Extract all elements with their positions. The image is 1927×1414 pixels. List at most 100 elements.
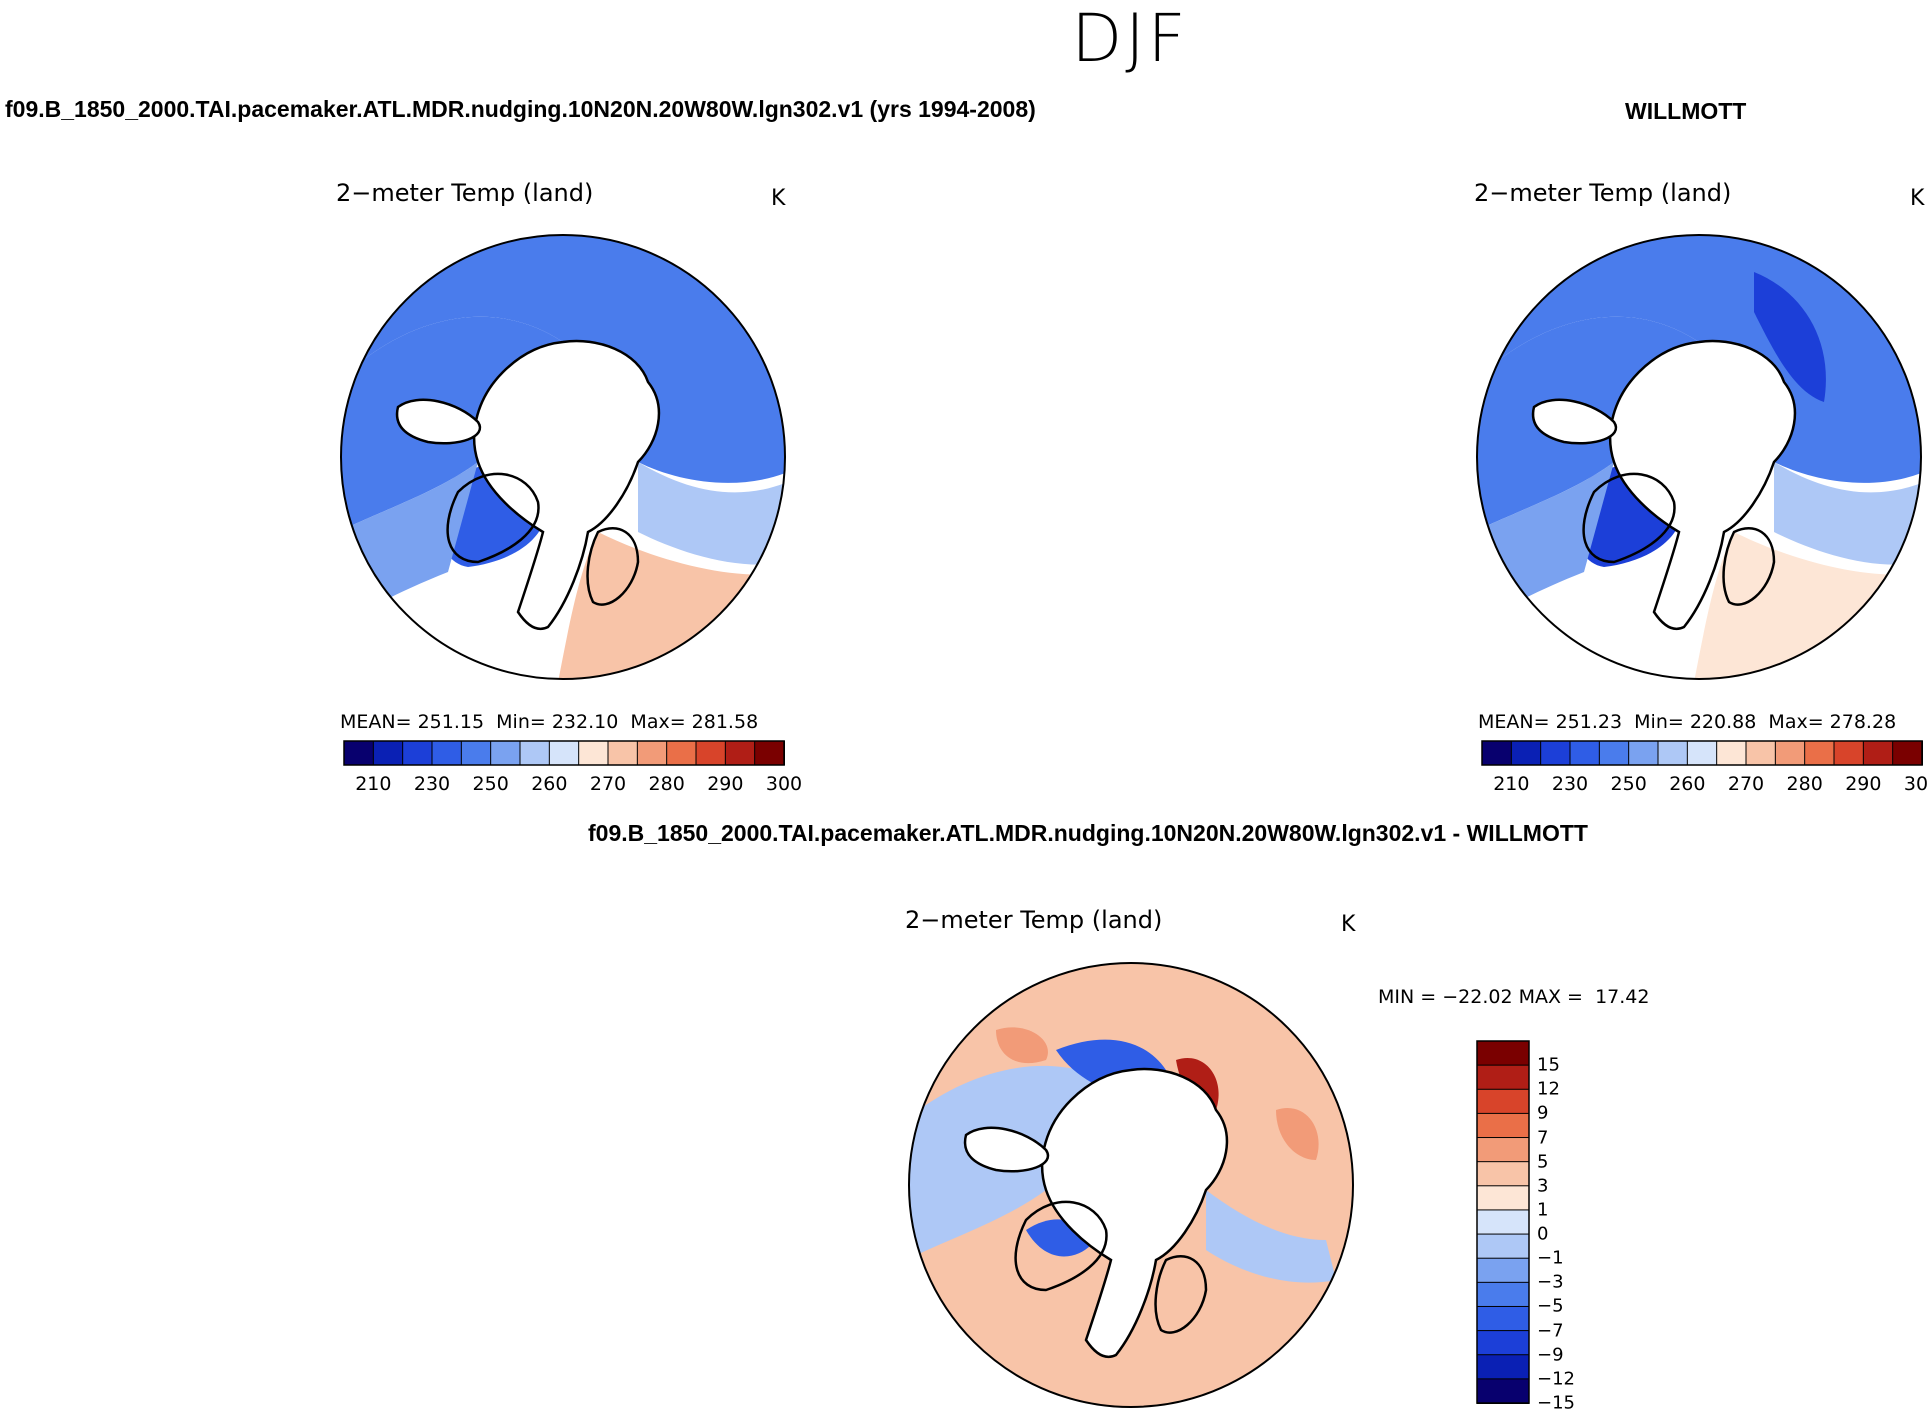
colorbar-swatch [1892, 740, 1923, 766]
colorbar-swatch [607, 740, 639, 766]
colorbar-tick-label: −1 [1537, 1247, 1564, 1269]
colorbar-swatch [1540, 740, 1572, 766]
map-boundary [340, 234, 786, 680]
colorbar-swatch [460, 740, 492, 766]
max-value: 281.58 [691, 711, 759, 733]
colorbar-swatch [1476, 1040, 1530, 1067]
hudson-bay [963, 1126, 1050, 1173]
colorbar-swatch [1510, 740, 1542, 766]
colorbar-swatch [1476, 1330, 1530, 1356]
case-header: f09.B_1850_2000.TAI.pacemaker.ATL.MDR.nu… [5, 96, 1036, 122]
colorbar-tick-label: 300 [765, 773, 803, 795]
diff-polar-map [908, 962, 1354, 1408]
colorbar-tick-label: −12 [1537, 1368, 1575, 1390]
colorbar-swatch [1476, 1257, 1530, 1284]
colorbar-swatch [1598, 740, 1630, 766]
mean-label: MEAN= [1478, 711, 1550, 733]
colorbar-tick-label: 7 [1537, 1127, 1549, 1149]
colorbar-tick-label: 300 [1903, 773, 1927, 795]
colorbar-swatch [666, 740, 697, 766]
scandinavia-coast [1154, 1255, 1208, 1334]
max-label: Max= [630, 711, 686, 733]
colorbar-swatch [1628, 740, 1660, 766]
colorbar-tick-label: −5 [1537, 1295, 1564, 1317]
temperature-region [1774, 462, 1921, 565]
min-value: −22.02 [1442, 986, 1513, 1008]
colorbar-tick-label: 5 [1537, 1151, 1549, 1173]
scandinavia-coast [586, 527, 640, 606]
obs-colorbar [1481, 740, 1923, 766]
colorbar-tick-label: 230 [1551, 773, 1589, 795]
max-label: Max= [1768, 711, 1824, 733]
mean-label: MEAN= [340, 711, 412, 733]
colorbar-swatch [754, 740, 785, 766]
colorbar-swatch [343, 740, 375, 766]
colorbar-frame [1481, 740, 1923, 766]
colorbar-swatch [372, 740, 404, 766]
temperature-field [1477, 235, 1921, 679]
min-value: 232.10 [551, 711, 619, 733]
diff-panel-title: 2−meter Temp (land) [905, 906, 1163, 934]
colorbar-tick-label: 12 [1537, 1078, 1560, 1100]
temperature-region [341, 235, 785, 483]
diff-colorbar-ticks: 15 12 9 7 5 3 1 0 −1 −3 −5 −7 −9 −12 −15 [1537, 1041, 1597, 1414]
mean-value: 251.23 [1555, 711, 1623, 733]
model-units: K [771, 186, 786, 211]
obs-panel-title: 2−meter Temp (land) [1474, 179, 1732, 207]
colorbar-swatch [1476, 1064, 1530, 1091]
colorbar-tick-label: 250 [1610, 773, 1647, 795]
temperature-region [638, 462, 785, 565]
obs-colorbar-ticks: 210 230 250 260 270 280 290 300 [1482, 773, 1927, 797]
diff-stats: MIN = −22.02 MAX = 17.42 [1378, 986, 1649, 1008]
colorbar-swatch [1476, 1233, 1530, 1260]
colorbar-swatch [490, 740, 522, 766]
min-value: 220.88 [1689, 711, 1757, 733]
colorbar-swatch [1476, 1378, 1530, 1405]
colorbar-tick-label: −3 [1537, 1271, 1564, 1293]
greenland-coast [446, 472, 540, 564]
colorbar-tick-label: 290 [707, 773, 744, 795]
colorbar-swatch [1686, 740, 1718, 766]
colorbar-tick-label: −15 [1537, 1392, 1575, 1414]
colorbar-swatch [1476, 1209, 1530, 1236]
max-label: MAX = [1518, 986, 1583, 1008]
obs-stats: MEAN= 251.23 Min= 220.88 Max= 278.28 [1478, 711, 1896, 733]
colorbar-swatch [1657, 740, 1689, 766]
colorbar-swatch [1476, 1161, 1530, 1187]
max-value: 17.42 [1595, 986, 1650, 1008]
mean-value: 251.15 [417, 711, 485, 733]
map-boundary [908, 962, 1354, 1408]
temperature-region [1276, 1108, 1319, 1160]
diff-units: K [1341, 912, 1356, 937]
colorbar-swatch [1476, 1281, 1530, 1308]
colorbar-swatch [578, 740, 610, 766]
colorbar-tick-label: 210 [1493, 773, 1530, 795]
diff-header: f09.B_1850_2000.TAI.pacemaker.ATL.MDR.nu… [588, 820, 1588, 846]
colorbar-tick-label: 280 [648, 773, 685, 795]
colorbar-tick-label: −7 [1537, 1320, 1564, 1342]
colorbar-tick-label: 210 [355, 773, 392, 795]
max-value: 278.28 [1829, 711, 1897, 733]
colorbar-swatch [1774, 740, 1806, 766]
colorbar-swatch [1476, 1354, 1530, 1380]
colorbar-tick-label: 290 [1845, 773, 1882, 795]
colorbar-swatch [1804, 740, 1835, 766]
diff-colorbar [1476, 1040, 1530, 1405]
model-polar-map [340, 234, 786, 680]
colorbar-tick-label: 15 [1537, 1054, 1560, 1076]
colorbar-swatch [1476, 1088, 1530, 1115]
temperature-field [341, 235, 785, 679]
colorbar-tick-label: −9 [1537, 1344, 1564, 1366]
colorbar-tick-label: 230 [413, 773, 451, 795]
colorbar-tick-label: 270 [1727, 773, 1765, 795]
colorbar-swatch [1716, 740, 1748, 766]
hudson-bay [1531, 398, 1618, 445]
page-title: DJF [1071, 0, 1189, 77]
colorbar-tick-label: 0 [1537, 1223, 1549, 1245]
model-panel-title: 2−meter Temp (land) [336, 179, 594, 207]
scandinavia-coast [1722, 527, 1776, 606]
colorbar-swatch [1476, 1112, 1530, 1139]
min-label: Min= [1634, 711, 1684, 733]
colorbar-swatch [1833, 740, 1865, 766]
min-label: Min= [496, 711, 546, 733]
